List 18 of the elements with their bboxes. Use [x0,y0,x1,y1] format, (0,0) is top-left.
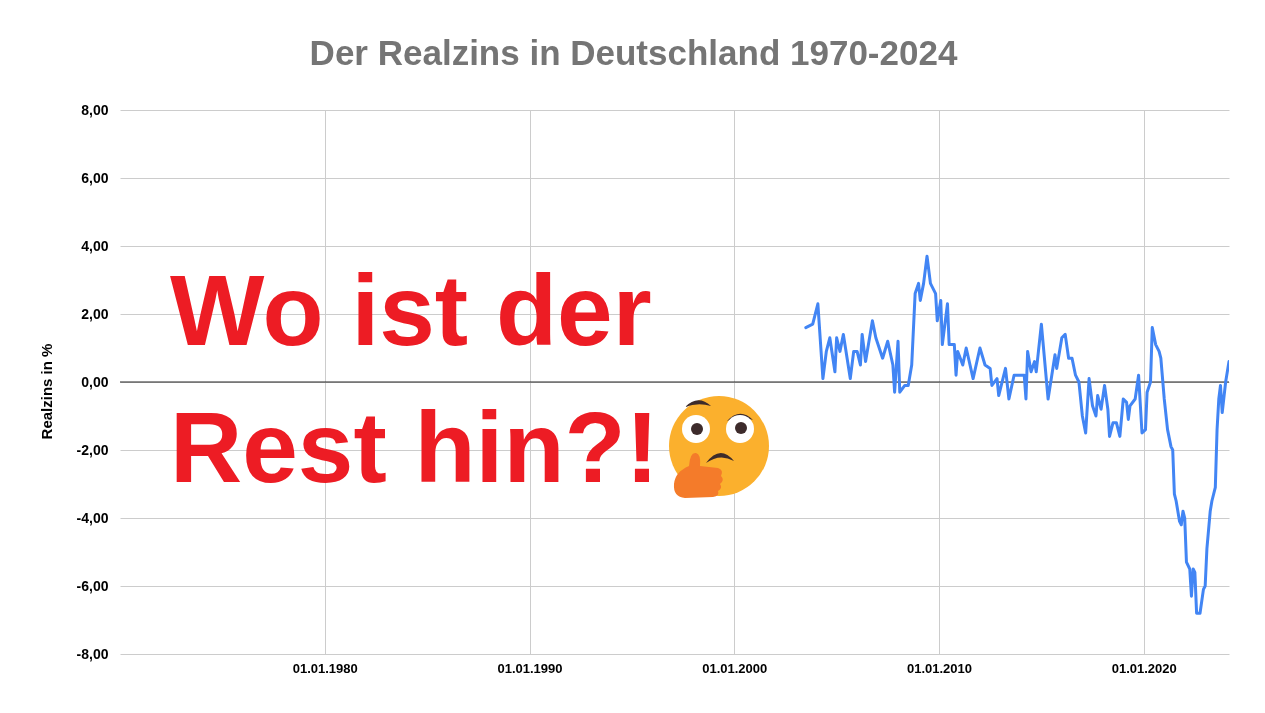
x-tick-label: 01.01.2020 [1111,660,1177,676]
y-tick-label: 6,00 [81,169,109,186]
x-tick-label: 01.01.1980 [292,660,358,676]
y-tick-label: -8,00 [76,645,109,662]
chart-title: Der Realzins in Deutschland 1970-2024 [309,33,958,72]
line-series [804,254,1229,615]
y-axis-title: Realzins in % [37,343,55,440]
x-tick-label: 01.01.2000 [702,660,768,676]
y-tick-label: -4,00 [76,509,109,526]
y-tick-label: 0,00 [81,373,109,390]
y-tick-label: -6,00 [76,577,109,594]
y-tick-label: 8,00 [81,101,109,118]
y-tick-label: 2,00 [81,305,109,322]
y-tick-label: 4,00 [81,237,109,254]
y-tick-label: -2,00 [76,441,109,458]
annotation: Wo ist der Rest hin?! [170,254,659,503]
x-tick-label: 01.01.2010 [906,660,973,676]
x-tick-label: 01.01.1990 [497,660,563,676]
